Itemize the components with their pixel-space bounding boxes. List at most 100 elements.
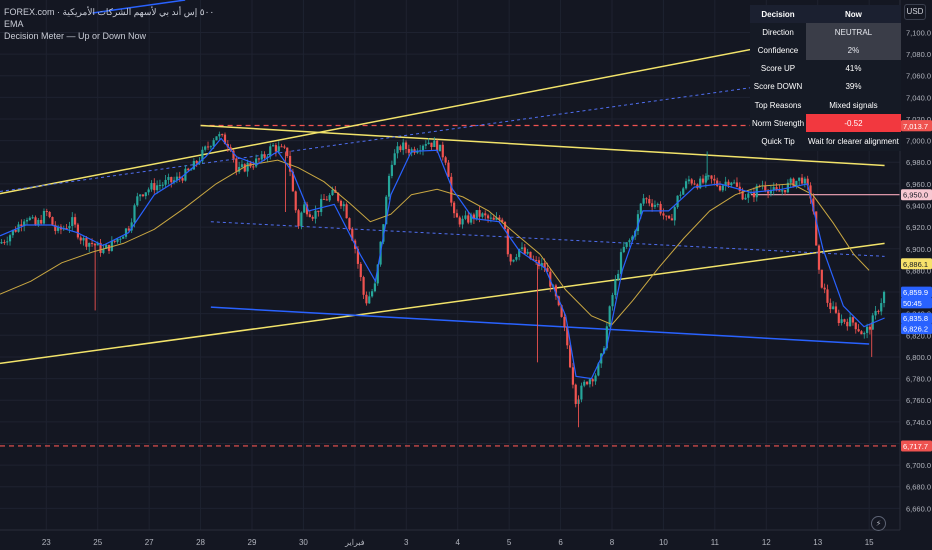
candle-body (365, 294, 368, 304)
candle-body (351, 228, 354, 241)
y-tick-label: 6,780.0 (906, 375, 931, 384)
candle-body (532, 259, 535, 261)
decision-row-value: -0.52 (806, 114, 901, 133)
candle-body (300, 212, 303, 227)
candle-body (102, 248, 105, 253)
candle-body (865, 326, 869, 333)
candle-body (438, 144, 442, 152)
currency-button[interactable]: USD (904, 4, 926, 20)
candle-body (28, 217, 31, 220)
price-label: 6,950.0 (903, 191, 928, 200)
candle-body (303, 204, 306, 213)
x-tick-label: 13 (813, 538, 822, 547)
candle-body (308, 214, 311, 217)
candle-body (85, 237, 88, 247)
y-tick-label: 6,960.0 (906, 180, 931, 189)
candle-body (139, 194, 142, 197)
price-label-bg (901, 297, 932, 309)
candle-body (744, 197, 747, 200)
candle-body (461, 218, 464, 225)
candle-body (274, 145, 278, 152)
candle-body (597, 363, 600, 376)
candle-body (501, 219, 504, 222)
candle-body (619, 252, 623, 274)
decision-row-top-reasons: Top Reasons Mixed signals (750, 95, 901, 115)
candle-body (116, 238, 119, 242)
candle-body (769, 190, 773, 194)
candle-body (571, 367, 575, 385)
candle-body (373, 283, 377, 292)
candle-body (566, 326, 569, 346)
candle-body (322, 198, 326, 200)
candle-body (232, 150, 235, 159)
candle-body (362, 277, 365, 295)
candle-body (325, 199, 328, 201)
candle-body (430, 142, 433, 148)
candle-body (656, 203, 659, 205)
price-label: 6,717.7 (903, 442, 928, 451)
x-tick-label: 10 (659, 538, 668, 547)
candle-body (727, 181, 730, 186)
decision-row-score-down: Score DOWN 39% (750, 77, 901, 96)
candle-body (3, 242, 6, 244)
candle-body (441, 144, 444, 158)
horizontal-levels (0, 124, 900, 447)
decision-header-key: Decision (750, 5, 807, 24)
candle-body (209, 146, 212, 148)
x-tick-label: 6 (558, 538, 563, 547)
candle-body (523, 247, 526, 254)
candle-body (136, 196, 139, 206)
candle-body (509, 254, 512, 262)
candle-body (90, 242, 94, 244)
candle-body (14, 229, 17, 232)
candle-body (45, 211, 48, 213)
decision-row-key: Norm Strength (750, 114, 807, 133)
candle-body (568, 345, 572, 368)
candle-body (402, 142, 405, 151)
y-tick-label: 6,920.0 (906, 223, 931, 232)
symbol-title[interactable]: FOREX.com · ٥٠٠ إس أند بي لأسهم الشركات … (4, 7, 215, 17)
x-tick-label: 15 (865, 538, 874, 547)
candle-body (543, 263, 546, 269)
candle-body (147, 189, 150, 193)
candle-body (144, 192, 147, 197)
y-tick-label: 6,700.0 (906, 461, 931, 470)
candle-body (860, 331, 863, 335)
decision-row-key: Confidence (750, 41, 807, 60)
candle-body (317, 210, 320, 213)
candle-body (215, 136, 218, 141)
candle-body (260, 154, 263, 160)
candle-body (99, 242, 102, 253)
candle-body (868, 326, 872, 330)
indicator-legend[interactable]: Decision Meter — Up or Down Now (4, 31, 147, 41)
candle-body (280, 146, 283, 148)
candle-body (659, 203, 662, 214)
candle-body (574, 384, 577, 404)
price-label: 7,013.7 (903, 122, 928, 131)
candle-body (775, 187, 778, 191)
x-tick-label: 25 (93, 538, 102, 547)
x-tick-label: 12 (762, 538, 771, 547)
lightning-icon[interactable]: ⚡ (871, 516, 886, 531)
candle-body (305, 204, 309, 215)
candle-body (752, 192, 756, 198)
y-tick-label: 6,740.0 (906, 418, 931, 427)
x-tick-label: فبراير (344, 538, 365, 547)
candle-body (469, 214, 473, 223)
candle-body (181, 178, 184, 181)
decision-row-key: Direction (750, 23, 807, 42)
price-label-bg (901, 312, 932, 324)
candle-body (54, 224, 57, 231)
candle-body (806, 178, 809, 186)
candle-body (294, 191, 297, 211)
candle-body (707, 175, 710, 177)
candle-body (93, 243, 96, 246)
candle-body (591, 379, 594, 382)
candle-body (815, 211, 818, 246)
ema-legend[interactable]: EMA (4, 19, 24, 29)
candle-body (314, 210, 317, 219)
candle-body (537, 260, 541, 267)
decision-table-header: Decision Now (750, 5, 901, 24)
candle-body (433, 140, 436, 148)
candle-body (382, 224, 385, 242)
